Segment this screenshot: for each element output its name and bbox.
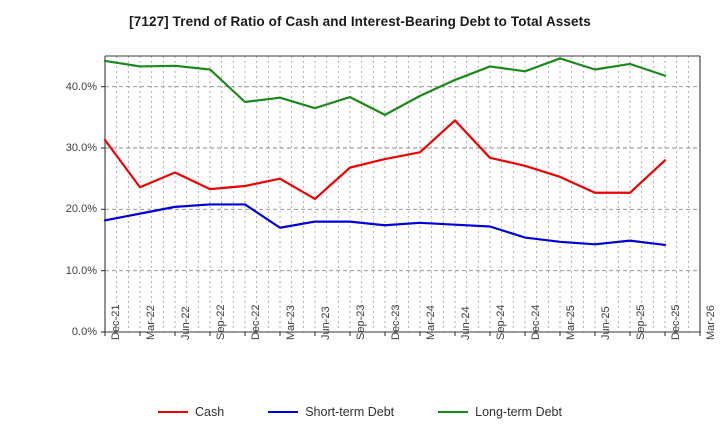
- x-axis-tick-label: Mar-22: [144, 305, 157, 340]
- x-axis-tick-label: Jun-24: [459, 306, 472, 340]
- x-axis-tick-label: Dec-25: [669, 304, 682, 340]
- legend-label: Cash: [195, 405, 225, 419]
- chart-legend: Cash Short-term Debt Long-term Debt: [0, 405, 720, 419]
- x-axis-tick-label: Jun-25: [599, 306, 612, 340]
- x-axis-tick-label: Mar-23: [284, 305, 297, 340]
- legend-item-long-term-debt[interactable]: Long-term Debt: [438, 405, 562, 419]
- x-axis-tick-label: Jun-23: [319, 306, 332, 340]
- grid-lines: [104, 56, 701, 332]
- y-axis-tick-label: 40.0%: [65, 80, 97, 93]
- data-series: [103, 57, 667, 247]
- axis-lines: [101, 55, 701, 336]
- legend-swatch-icon: [438, 411, 469, 413]
- y-axis-tick-label: 0.0%: [71, 326, 97, 338]
- x-axis-tick-label: Mar-26: [704, 305, 717, 340]
- x-axis-tick-label: Dec-21: [109, 304, 122, 340]
- x-axis-tick-label: Dec-24: [529, 304, 542, 340]
- x-axis-tick-label: Sep-23: [354, 304, 367, 340]
- series-line-long-term-debt: [103, 57, 667, 116]
- x-axis-tick-label: Sep-25: [634, 304, 647, 340]
- legend-swatch-icon: [158, 411, 189, 413]
- legend-item-cash[interactable]: Cash: [158, 405, 224, 419]
- x-axis-tick-label: Mar-25: [564, 305, 577, 340]
- x-axis-tick-label: Jun-22: [179, 306, 192, 340]
- x-axis-tick-label: Sep-24: [494, 304, 507, 340]
- series-line-cash: [103, 119, 667, 201]
- legend-swatch-icon: [268, 411, 299, 413]
- x-axis-tick-label: Dec-23: [389, 304, 402, 340]
- x-axis-tick-label: Mar-24: [424, 305, 437, 340]
- legend-label: Short-term Debt: [305, 405, 395, 419]
- legend-item-short-term-debt[interactable]: Short-term Debt: [268, 405, 394, 419]
- y-axis-tick-label: 20.0%: [65, 203, 97, 216]
- y-axis-tick-label: 10.0%: [65, 264, 97, 277]
- y-axis-tick-label: 30.0%: [65, 142, 97, 154]
- legend-label: Long-term Debt: [475, 405, 562, 419]
- series-line-short-term-debt: [103, 203, 667, 247]
- x-axis-tick-label: Sep-22: [214, 304, 227, 340]
- x-axis-tick-label: Dec-22: [249, 304, 262, 340]
- chart-title: [7127] Trend of Ratio of Cash and Intere…: [129, 14, 591, 29]
